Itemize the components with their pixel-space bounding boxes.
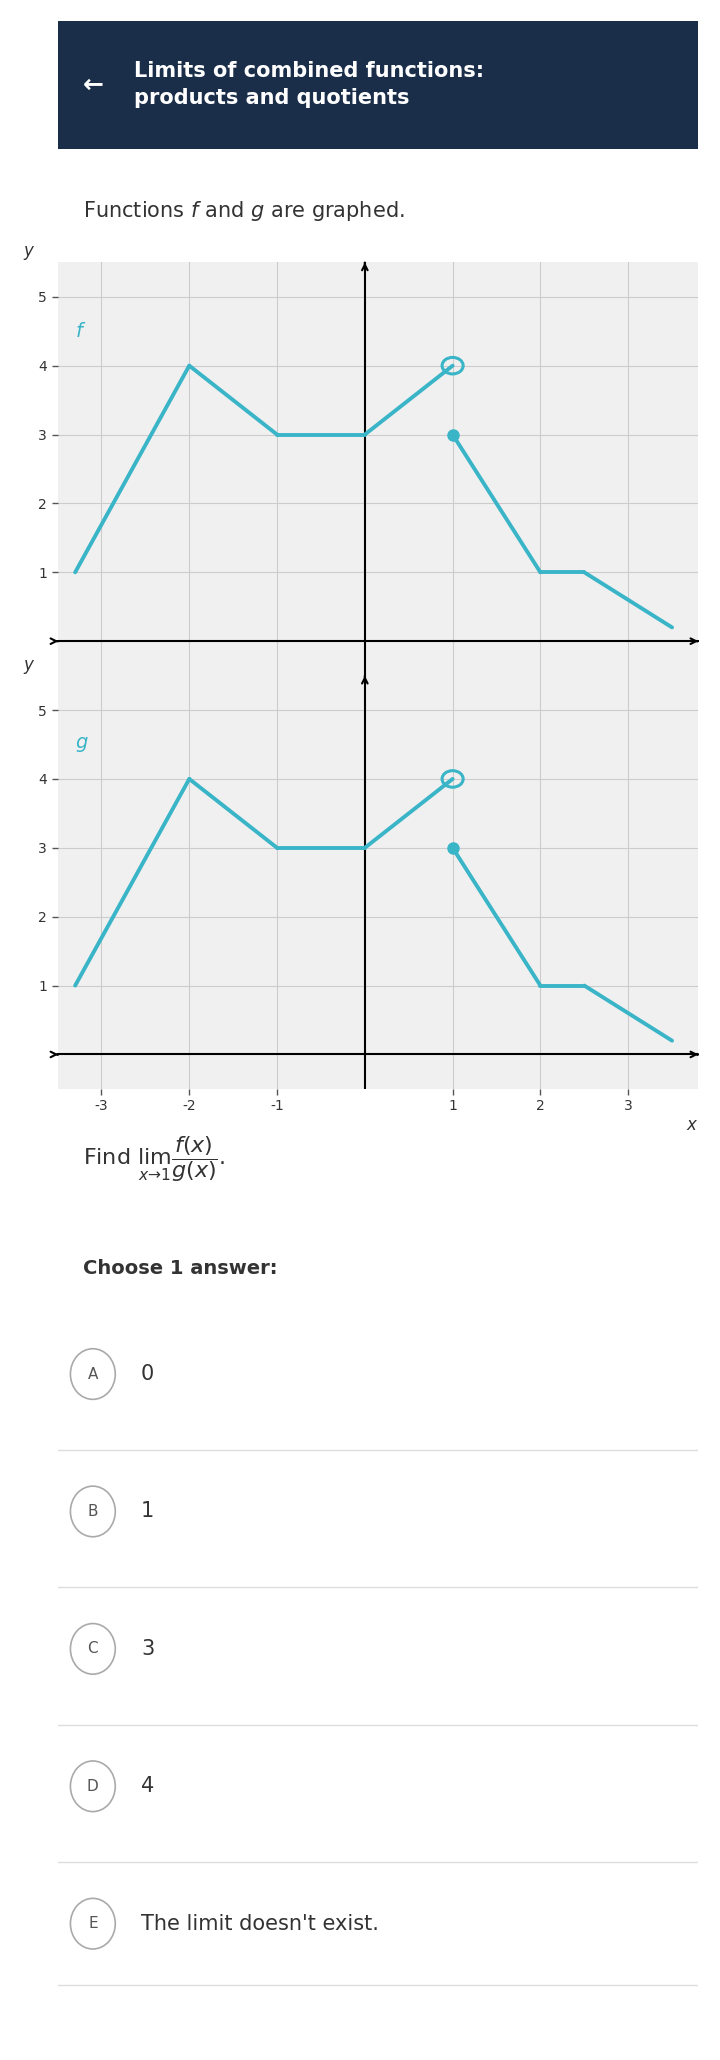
Y-axis label: $y$: $y$ [23,245,35,262]
Circle shape [71,1485,115,1537]
Text: ←: ← [84,72,104,97]
X-axis label: $x$: $x$ [686,1117,698,1135]
Text: $\it{f}$: $\it{f}$ [75,321,86,340]
Text: 4: 4 [141,1776,154,1796]
Text: $\it{g}$: $\it{g}$ [75,735,89,754]
Text: Choose 1 answer:: Choose 1 answer: [84,1259,278,1279]
Text: 1: 1 [141,1502,154,1522]
Circle shape [71,1623,115,1675]
Text: C: C [88,1642,98,1656]
Text: The limit doesn't exist.: The limit doesn't exist. [141,1914,379,1934]
Y-axis label: $y$: $y$ [23,657,35,676]
Text: E: E [88,1916,98,1930]
Text: Limits of combined functions:
products and quotients: Limits of combined functions: products a… [135,62,485,107]
Text: B: B [88,1504,98,1518]
Text: 0: 0 [141,1364,154,1384]
Circle shape [71,1349,115,1399]
Text: Functions $\it{f}$ and $\it{g}$ are graphed.: Functions $\it{f}$ and $\it{g}$ are grap… [84,200,405,222]
Circle shape [71,1761,115,1811]
Text: A: A [88,1366,98,1382]
Text: D: D [87,1778,99,1794]
Text: Find $\lim_{x \to 1} \dfrac{f(x)}{g(x)}$.: Find $\lim_{x \to 1} \dfrac{f(x)}{g(x)}$… [84,1135,225,1184]
X-axis label: $x$: $x$ [686,702,698,721]
Text: 3: 3 [141,1640,154,1658]
Circle shape [71,1899,115,1949]
